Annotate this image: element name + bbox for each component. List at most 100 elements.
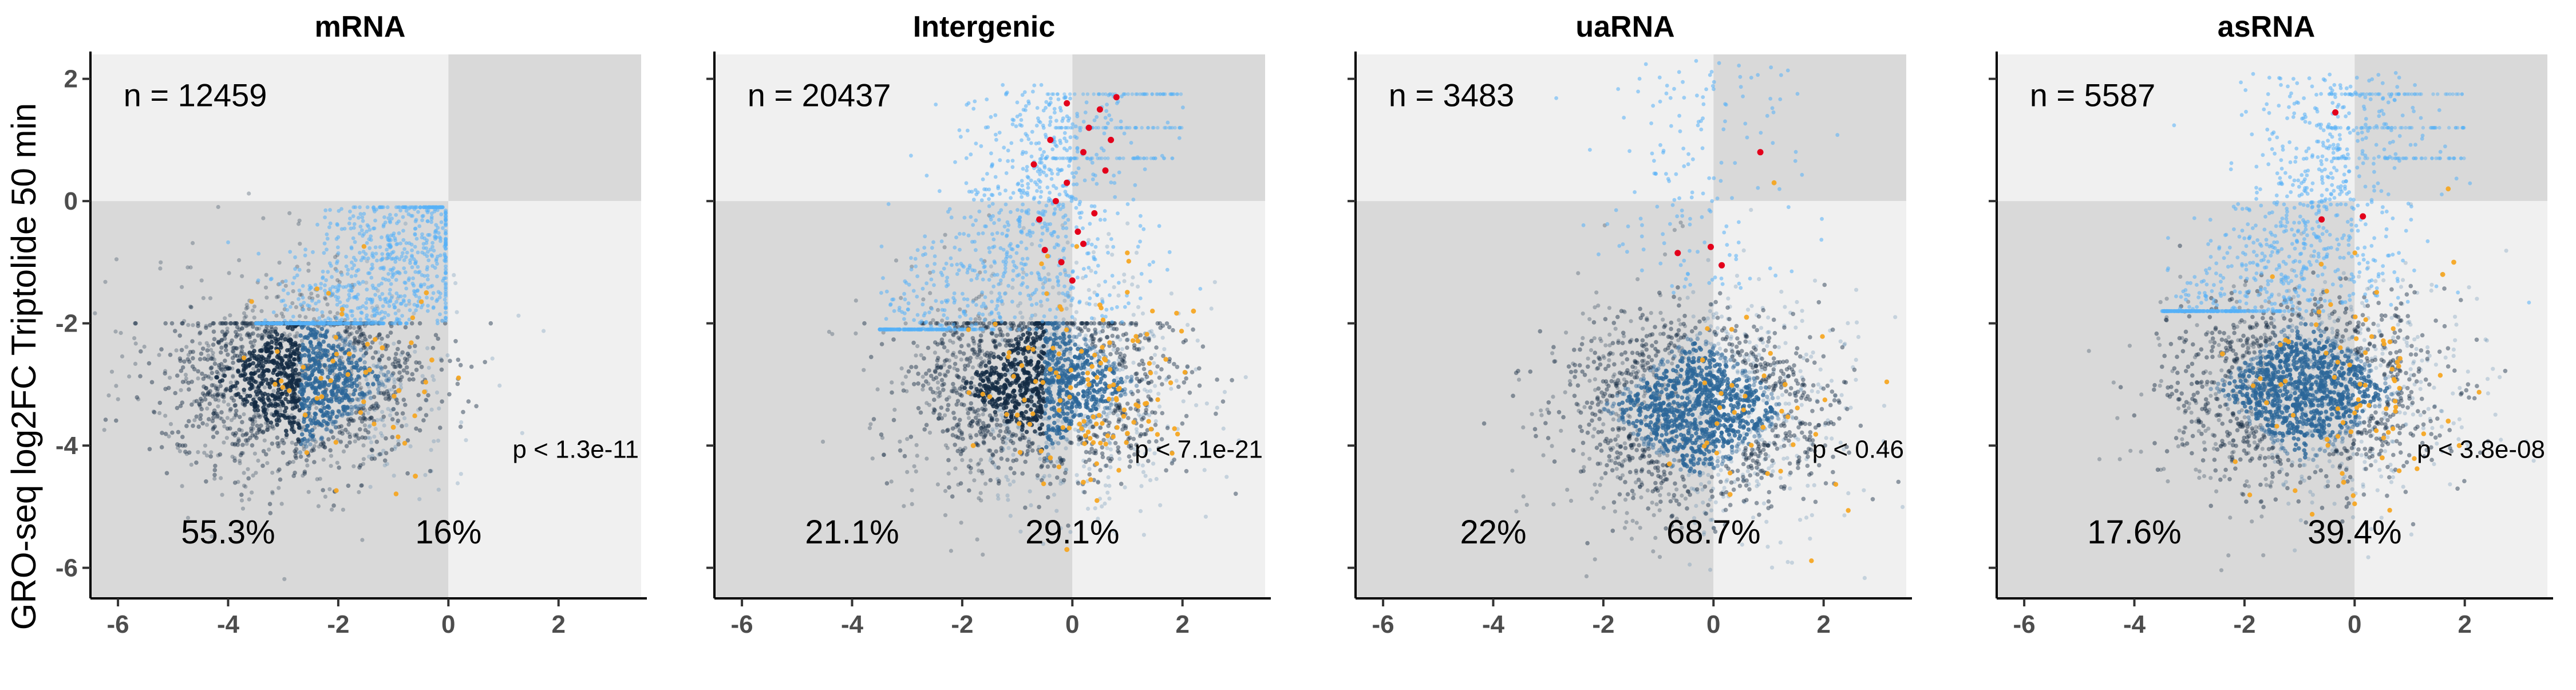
- data-point: [385, 389, 389, 394]
- data-point: [440, 368, 444, 372]
- data-point: [236, 443, 240, 447]
- data-point: [404, 325, 408, 330]
- data-point: [334, 377, 338, 382]
- data-point: [212, 329, 216, 334]
- data-point: [398, 257, 402, 261]
- data-point: [426, 278, 430, 282]
- data-point: [924, 372, 929, 376]
- data-point: [1188, 391, 1192, 395]
- data-point: [331, 503, 336, 508]
- orange-point: [315, 286, 319, 291]
- data-point: [349, 289, 353, 293]
- data-point: [196, 450, 200, 454]
- data-point: [364, 281, 368, 285]
- data-point: [880, 342, 884, 346]
- data-point: [213, 361, 218, 366]
- data-point: [345, 325, 349, 330]
- data-point: [235, 381, 240, 385]
- data-point: [1072, 334, 1076, 339]
- data-point: [1064, 348, 1069, 352]
- data-point: [255, 424, 259, 428]
- data-point: [1108, 352, 1113, 357]
- data-point: [374, 252, 378, 256]
- data-point: [360, 435, 365, 440]
- data-point: [1103, 381, 1107, 386]
- data-point: [340, 318, 344, 322]
- data-point: [310, 286, 314, 290]
- data-point: [387, 397, 392, 402]
- data-point: [334, 425, 338, 430]
- data-point: [383, 459, 388, 463]
- data-point: [261, 356, 266, 361]
- data-point: [323, 363, 327, 368]
- data-point: [404, 270, 408, 274]
- data-point: [962, 376, 966, 380]
- data-point: [395, 222, 399, 226]
- data-point: [403, 294, 407, 298]
- data-point: [355, 321, 359, 325]
- data-point: [938, 372, 942, 377]
- data-point: [391, 407, 396, 412]
- data-point: [147, 361, 152, 366]
- orange-point: [364, 370, 369, 375]
- data-point: [185, 357, 190, 362]
- data-point: [378, 341, 382, 345]
- data-point: [290, 441, 294, 445]
- data-point: [178, 449, 182, 453]
- data-point: [218, 321, 223, 326]
- data-point: [1043, 337, 1048, 342]
- data-point: [390, 271, 394, 275]
- data-point: [348, 210, 352, 214]
- data-point: [1147, 338, 1151, 343]
- data-point: [290, 301, 294, 305]
- data-point: [270, 277, 274, 281]
- data-point: [1105, 245, 1109, 249]
- data-point: [981, 412, 985, 416]
- data-point: [459, 363, 463, 368]
- data-point: [416, 210, 420, 214]
- data-point: [272, 368, 277, 373]
- data-point: [936, 308, 940, 312]
- data-point: [343, 428, 348, 432]
- data-point: [381, 383, 385, 387]
- data-point: [438, 425, 442, 430]
- data-point: [223, 373, 227, 378]
- data-point: [1067, 334, 1072, 339]
- data-point: [380, 410, 384, 414]
- data-point: [408, 308, 412, 312]
- data-point: [1125, 375, 1129, 380]
- data-point: [396, 419, 401, 423]
- data-point: [196, 424, 201, 429]
- data-point: [253, 452, 257, 456]
- data-point: [301, 321, 305, 325]
- data-point: [390, 268, 394, 272]
- orange-point: [410, 316, 415, 320]
- data-point: [335, 222, 339, 226]
- data-point: [330, 507, 334, 511]
- data-point: [286, 364, 291, 369]
- data-point: [348, 216, 352, 220]
- data-point: [302, 397, 307, 402]
- data-point: [936, 387, 940, 391]
- data-point: [173, 391, 177, 396]
- data-point: [999, 413, 1003, 417]
- data-point: [372, 286, 376, 290]
- data-point: [424, 398, 428, 403]
- data-point: [1025, 362, 1030, 367]
- data-point: [872, 417, 876, 421]
- data-point: [302, 437, 307, 441]
- data-point: [1087, 467, 1091, 471]
- data-point: [291, 289, 295, 293]
- data-point: [942, 345, 947, 350]
- data-point: [169, 422, 173, 426]
- data-point: [1069, 441, 1074, 445]
- data-point: [198, 330, 203, 335]
- data-point: [444, 243, 448, 247]
- data-point: [275, 423, 279, 427]
- data-point: [380, 321, 384, 325]
- data-point: [426, 258, 430, 262]
- data-point: [359, 317, 363, 321]
- data-point: [1022, 383, 1027, 387]
- data-point: [189, 403, 194, 407]
